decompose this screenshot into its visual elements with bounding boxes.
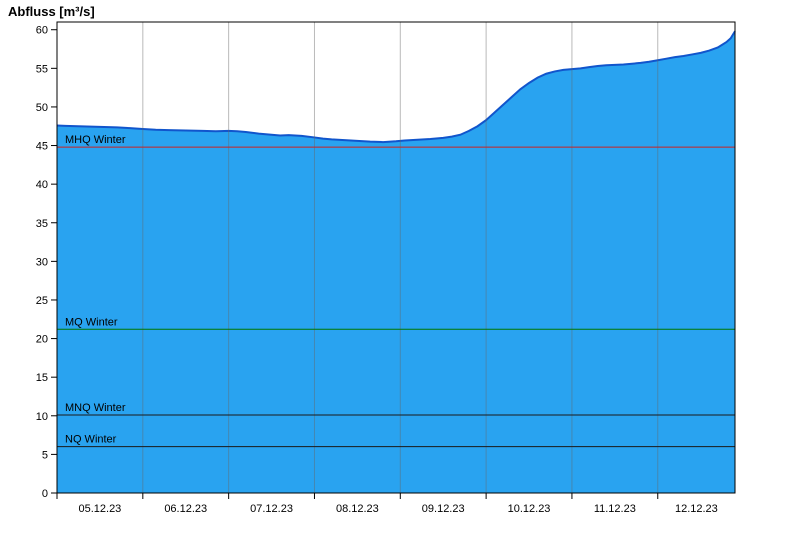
x-tick-label: 05.12.23: [78, 503, 121, 515]
y-tick-label: 55: [36, 63, 48, 75]
x-tick-label: 10.12.23: [508, 503, 551, 515]
reference-line-label: MHQ Winter: [65, 134, 126, 146]
chart-title: Abfluss [m³/s]: [8, 4, 95, 19]
y-tick-label: 30: [36, 256, 48, 268]
x-tick-label: 12.12.23: [675, 503, 718, 515]
y-tick-label: 20: [36, 334, 48, 346]
y-tick-label: 60: [36, 25, 48, 37]
y-tick-label: 5: [42, 449, 48, 461]
y-tick-label: 40: [36, 179, 48, 191]
reference-line-label: MNQ Winter: [65, 402, 126, 414]
x-tick-label: 08.12.23: [336, 503, 379, 515]
y-tick-label: 15: [36, 372, 48, 384]
x-tick-label: 06.12.23: [164, 503, 207, 515]
y-tick-label: 45: [36, 141, 48, 153]
discharge-area-fill: [57, 31, 735, 494]
plot-frame: [56, 21, 736, 494]
y-tick-label: 10: [36, 411, 48, 423]
reference-line-label: MQ Winter: [65, 316, 118, 328]
discharge-area-edge: [56, 30, 736, 144]
y-tick-label: 25: [36, 295, 48, 307]
y-tick-label: 0: [42, 488, 48, 500]
reference-line-label: NQ Winter: [65, 434, 117, 446]
x-tick-label: 07.12.23: [250, 503, 293, 515]
x-tick-label: 11.12.23: [594, 503, 636, 515]
y-tick-label: 50: [36, 102, 48, 114]
x-tick-label: 09.12.23: [422, 503, 465, 515]
y-tick-label: 35: [36, 218, 48, 230]
